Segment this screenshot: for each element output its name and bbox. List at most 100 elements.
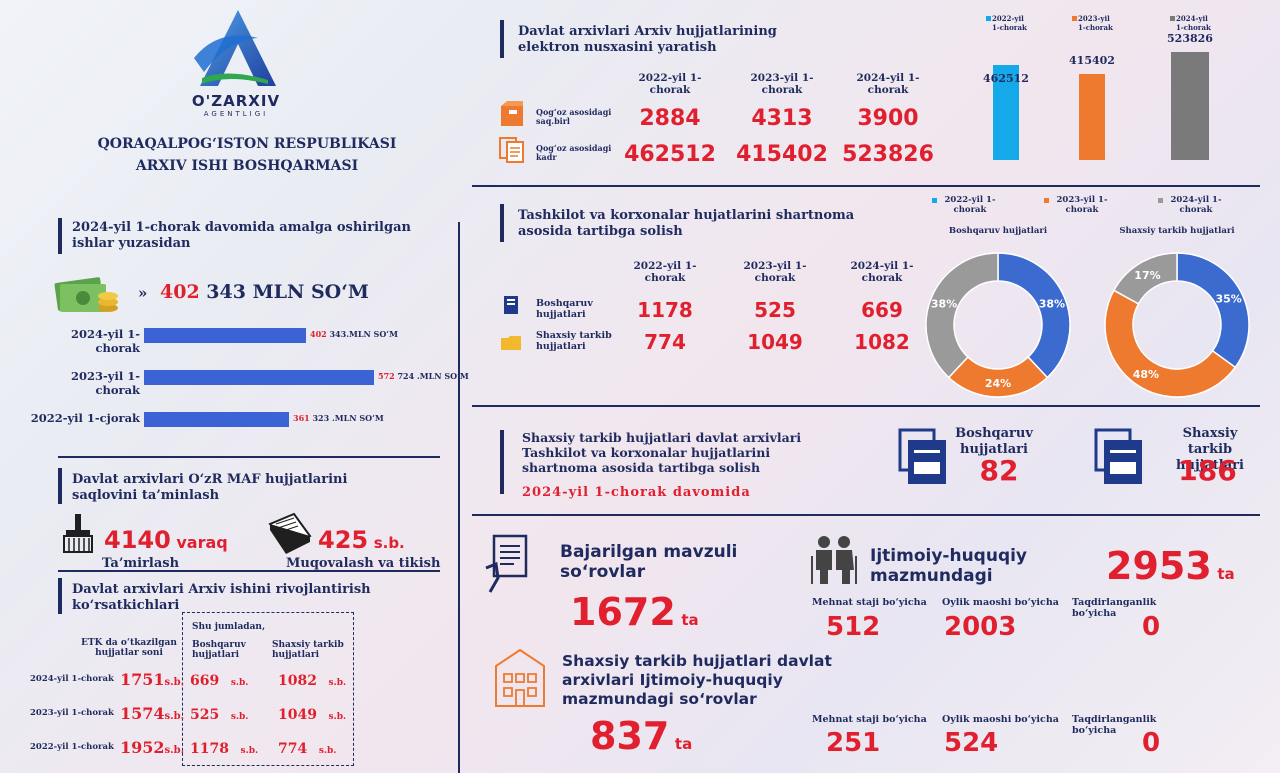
works-bar-value: 572 724 .MLN SO‘M xyxy=(378,371,469,381)
digit-bar xyxy=(1171,52,1209,160)
digit-row-label: Qog‘oz asosidagi kadr xyxy=(536,143,612,162)
legend-swatch xyxy=(1170,16,1175,21)
contract-value: 1082 xyxy=(854,330,910,354)
works-bar-label: 2024-yil 1-chorak xyxy=(71,327,140,355)
dev-row-b: 1178 s.b. xyxy=(190,741,259,757)
works-title: 2024-yil 1-chorak davomida amalga oshiri… xyxy=(72,220,411,251)
maf-u1: varaq xyxy=(176,533,228,552)
personal-title: Shaxsiy tarkib hujjatlari davlat arxivla… xyxy=(522,430,802,475)
digit-bar-value: 462512 xyxy=(983,72,1029,85)
dev-row-b: 525 s.b. xyxy=(190,707,249,723)
divider xyxy=(472,185,1260,187)
dev-box xyxy=(182,612,354,766)
contract-value: 1178 xyxy=(637,298,693,322)
box-icon xyxy=(498,100,526,128)
dev-col1: Boshqaruv hujjatlari xyxy=(192,640,246,660)
contract-year: 2024-yil 1-chorak xyxy=(850,260,914,284)
contract-title: Tashkilot va korxonalar hujatlarini shar… xyxy=(518,208,855,239)
theme-value-unit: ta xyxy=(681,611,699,629)
divider xyxy=(58,570,440,572)
digit-year: 2023-yil 1-chorak xyxy=(750,72,814,96)
section-marker xyxy=(58,578,62,614)
donut-slice-label: 17% xyxy=(1134,269,1160,282)
dev-row-a: 1751s.b. xyxy=(120,670,185,689)
donut-slice-label: 24% xyxy=(985,377,1011,390)
section-marker xyxy=(500,20,504,58)
personal-period: 2024-yil 1-chorak davomida xyxy=(522,485,751,500)
maf-label1: Ta’mirlash xyxy=(102,556,180,571)
maf-u2: s.b. xyxy=(373,534,405,552)
donut-chart: 35% 48% 17% xyxy=(1104,252,1250,398)
contract-value: 774 xyxy=(644,330,686,354)
dev-row-a: 1574s.b. xyxy=(120,704,185,723)
donut-slice xyxy=(1112,252,1178,305)
dev-row-label: 2024-yil 1-chorak xyxy=(30,674,114,684)
maf-value2: 425 s.b. xyxy=(318,526,405,554)
donut-slice xyxy=(1104,289,1237,398)
social-value: 2953 ta xyxy=(1106,544,1235,588)
donut-slice-label: 35% xyxy=(1216,293,1242,306)
archive-value-number: 837 xyxy=(590,714,670,758)
org-line1: QORAQALPOG‘ISTON RESPUBLIKASI xyxy=(97,136,397,152)
dev-col2: Shaxsiy tarkib hujjatlari xyxy=(272,640,344,660)
archive-value: 837 ta xyxy=(590,714,692,758)
section-marker xyxy=(58,218,62,254)
digit-value: 4313 xyxy=(751,106,813,131)
section-marker xyxy=(58,468,62,504)
social-value-number: 2953 xyxy=(1106,544,1212,588)
contract-row-label: Boshqaruv hujjatlari xyxy=(536,298,593,320)
pages-icon xyxy=(498,136,526,164)
works-bar xyxy=(144,370,374,385)
maf-label2: Muqovalash va tikish xyxy=(286,556,441,571)
requests-col-value: 512 xyxy=(826,612,881,642)
archive-label: Shaxsiy tarkib hujjatlari davlat arxivla… xyxy=(562,652,832,708)
digit-year: 2024-yil 1-chorak xyxy=(856,72,920,96)
maf-value1: 4140 varaq xyxy=(104,526,228,554)
theme-label: Bajarilgan mavzuli so‘rovlar xyxy=(560,542,738,582)
pie-legend: 2023-yil 1-chorak xyxy=(1056,195,1108,215)
maf-v2: 425 xyxy=(318,526,369,554)
personal-b-value: 82 xyxy=(979,454,1019,487)
dev-row-a: 1952s.b. xyxy=(120,738,185,757)
requests-col-label: Oylik maoshi bo‘yicha xyxy=(942,597,1059,608)
divider xyxy=(472,405,1260,407)
legend-swatch xyxy=(986,16,991,21)
pie-legend: 2024-yil 1-chorak xyxy=(1170,195,1222,215)
works-bar-value: 402 343.MLN SO‘M xyxy=(310,329,398,339)
donut-slice-label: 38% xyxy=(1039,298,1065,311)
book-icon xyxy=(266,510,314,554)
works-total: 402 343 MLN SO‘M xyxy=(160,281,369,303)
legend-swatch xyxy=(1158,198,1163,203)
donut-slice-label: 38% xyxy=(931,298,957,311)
vertical-divider xyxy=(458,222,460,773)
chevron-icon: » xyxy=(138,284,148,302)
dev-col0: ETK da o‘tkazilgan hujjatlar soni xyxy=(81,638,177,658)
requests-col-label: Mehnat staji bo‘yicha xyxy=(812,714,927,725)
requests-col-label: Taqdirlanganlik bo‘yicha xyxy=(1072,714,1157,736)
requests-col-value: 251 xyxy=(826,728,881,758)
form-hand-icon xyxy=(484,534,530,594)
digit-bar-value: 415402 xyxy=(1069,54,1115,67)
digit-year: 2022-yil 1-chorak xyxy=(638,72,702,96)
donut-slice xyxy=(925,252,999,379)
works-total-rest: 343 MLN SO‘M xyxy=(206,281,369,303)
works-bar-value: 361 323 .MLN SO‘M xyxy=(293,413,384,423)
brush-icon xyxy=(58,512,98,554)
dev-title: Davlat arxivlari Arxiv ishini rivojlanti… xyxy=(72,582,371,613)
works-bar-label: 2023-yil 1-chorak xyxy=(71,369,140,397)
theme-value: 1672 ta xyxy=(570,590,699,634)
digit-value: 2884 xyxy=(639,106,701,131)
archive-value-unit: ta xyxy=(674,735,693,753)
digit-row-label: Qog‘oz asosidagi saq.birl xyxy=(536,107,612,126)
elderly-icon xyxy=(806,534,862,586)
pie-title: Boshqaruv hujjatlari xyxy=(948,226,1048,236)
cabinet-icon xyxy=(1094,428,1144,486)
cabinet-icon xyxy=(898,428,948,486)
maf-title: Davlat arxivlari O‘zR MAF hujjatlarini s… xyxy=(72,472,348,503)
digit-value: 462512 xyxy=(624,142,716,167)
dev-row-label: 2022-yil 1-chorak xyxy=(30,742,114,752)
works-bar xyxy=(144,412,289,427)
digit-value: 523826 xyxy=(842,142,934,167)
requests-col-value: 0 xyxy=(1142,612,1161,642)
digit-value: 415402 xyxy=(736,142,828,167)
